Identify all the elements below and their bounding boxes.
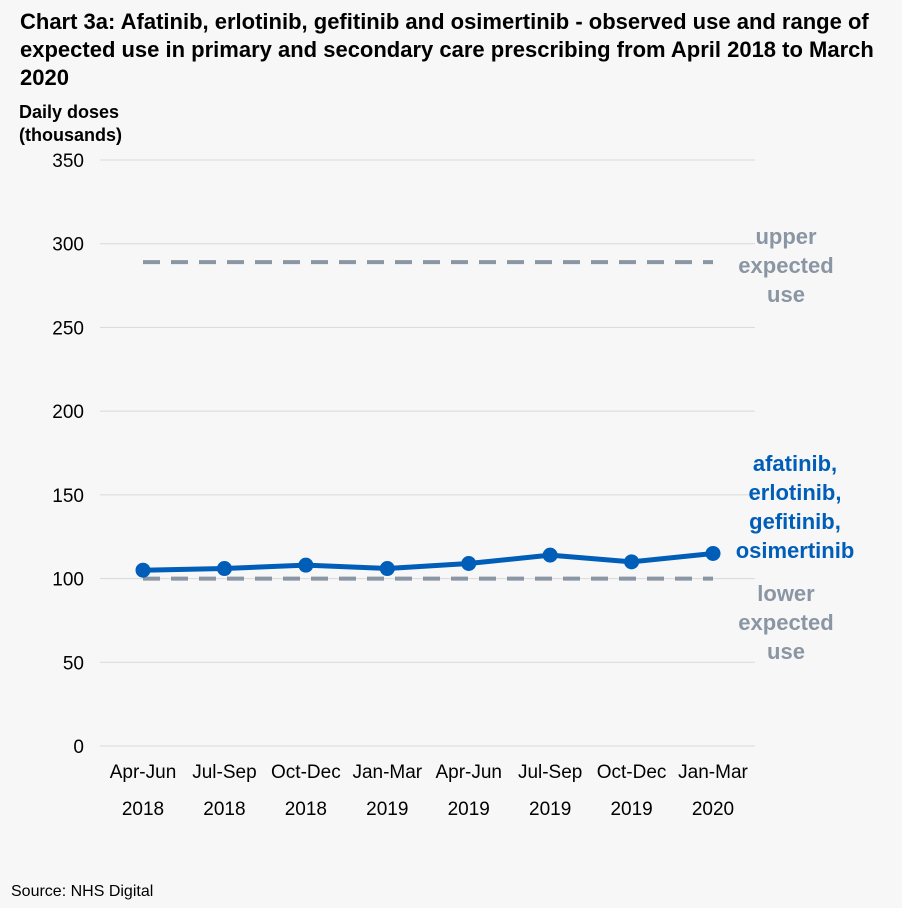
data-point	[542, 547, 558, 563]
x-tick-year: 2018	[203, 799, 245, 820]
y-tick-label: 150	[52, 486, 84, 507]
x-tick-period: Apr-Jun	[110, 762, 177, 783]
series	[135, 260, 721, 581]
series-lower-expected-label: lower expected use	[738, 581, 833, 664]
y-axis-title: Daily doses (thousands)	[19, 102, 122, 145]
x-tick-year: 2018	[122, 799, 164, 820]
source-note: Source: NHS Digital	[11, 883, 154, 900]
data-point	[461, 556, 477, 572]
y-tick-label: 100	[52, 570, 84, 591]
y-tick-label: 300	[52, 235, 84, 256]
x-tick-year: 2019	[448, 799, 490, 820]
x-tick-period: Oct-Dec	[597, 762, 667, 783]
data-point	[298, 557, 314, 573]
data-point	[624, 554, 640, 570]
y-tick-label: 0	[73, 737, 84, 758]
x-tick-period: Jan-Mar	[352, 762, 422, 783]
data-point	[379, 561, 395, 577]
x-tick-year: 2019	[529, 799, 571, 820]
y-tick-label: 50	[63, 653, 84, 674]
data-point	[705, 545, 721, 561]
y-tick-label: 200	[52, 402, 84, 423]
series-upper-expected-label: upper expected use	[738, 224, 833, 307]
chart-title: Chart 3a: Afatinib, erlotinib, gefitinib…	[20, 9, 874, 90]
y-tick-label: 250	[52, 318, 84, 339]
gridlines	[100, 159, 755, 747]
series-labels: afatinib, erlotinib, gefitinib, osimertinib…	[736, 224, 855, 664]
x-tick-period: Jul-Sep	[518, 762, 582, 783]
y-tick-label: 350	[52, 151, 84, 172]
x-tick-period: Jul-Sep	[192, 762, 256, 783]
x-tick-year: 2020	[692, 799, 734, 820]
x-tick-year: 2018	[285, 799, 327, 820]
x-tick-period: Apr-Jun	[435, 762, 502, 783]
y-axis-ticks: 0 50 100 150 200 250 300 350	[52, 151, 84, 758]
x-tick-year: 2019	[610, 799, 652, 820]
x-tick-period: Jan-Mar	[678, 762, 748, 783]
series-observed-label: afatinib, erlotinib, gefitinib, osimertinib	[736, 451, 855, 563]
x-tick-year: 2019	[366, 799, 408, 820]
data-point	[135, 562, 151, 578]
x-axis-ticks: Apr-Jun 2018 Jul-Sep 2018 Oct-Dec 2018 Jan-Mar…	[110, 762, 749, 820]
data-point	[216, 561, 232, 577]
x-tick-period: Oct-Dec	[271, 762, 341, 783]
series-observed-line	[142, 550, 714, 573]
